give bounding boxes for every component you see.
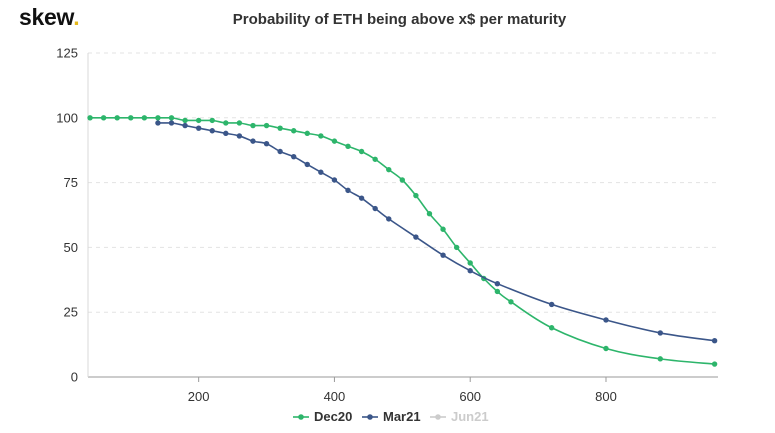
data-point-mar21[interactable] (277, 148, 283, 155)
y-tick-label: 75 (64, 175, 78, 190)
data-point-mar21[interactable] (263, 141, 270, 147)
legend-item-dec20[interactable]: Dec20 (293, 409, 352, 424)
data-point-mar21[interactable] (304, 161, 310, 168)
data-point-dec20[interactable] (426, 211, 433, 217)
chart-title: Probability of ETH being above x$ per ma… (232, 11, 567, 28)
data-point-dec20[interactable] (453, 244, 460, 251)
data-point-mar21[interactable] (209, 128, 215, 134)
data-point-dec20[interactable] (114, 115, 120, 121)
skew-logo: skew. (19, 4, 80, 31)
data-point-mar21[interactable] (440, 252, 446, 258)
data-point-mar21[interactable] (372, 205, 378, 212)
x-tick-label: 400 (324, 389, 346, 404)
data-point-dec20[interactable] (508, 299, 514, 305)
data-point-mar21[interactable] (331, 177, 338, 183)
legend-label-mar21: Mar21 (383, 409, 421, 424)
brand-dot: . (73, 4, 80, 30)
data-point-dec20[interactable] (657, 356, 663, 362)
y-tick-label: 0 (71, 370, 78, 385)
x-tick-label: 200 (188, 389, 210, 404)
data-point-dec20[interactable] (711, 361, 718, 367)
y-tick-label: 50 (64, 240, 78, 255)
data-point-mar21[interactable] (236, 133, 243, 139)
legend-item-mar21[interactable]: Mar21 (362, 409, 421, 424)
legend-item-jun21[interactable]: Jun21 (430, 409, 489, 424)
data-point-mar21[interactable] (168, 120, 175, 126)
data-point-dec20[interactable] (263, 122, 270, 129)
data-point-dec20[interactable] (440, 226, 446, 232)
data-point-mar21[interactable] (223, 130, 229, 137)
data-point-dec20[interactable] (372, 156, 378, 162)
data-point-mar21[interactable] (345, 187, 351, 194)
data-point-dec20[interactable] (223, 120, 229, 126)
x-tick-label: 800 (595, 389, 617, 404)
data-point-mar21[interactable] (603, 317, 609, 323)
data-point-mar21[interactable] (413, 234, 419, 240)
data-point-mar21[interactable] (195, 125, 202, 131)
data-point-dec20[interactable] (358, 148, 365, 155)
data-point-dec20[interactable] (277, 125, 283, 131)
data-point-dec20[interactable] (548, 325, 555, 331)
y-tick-label: 25 (64, 305, 78, 320)
data-point-dec20[interactable] (291, 128, 297, 134)
series-line-dec20 (90, 116, 715, 365)
data-point-mar21[interactable] (182, 122, 188, 129)
data-point-mar21[interactable] (291, 153, 297, 160)
axes: 0 25 50 75 100 125 200 400 600 800 (56, 46, 718, 404)
data-point-dec20[interactable] (195, 117, 202, 124)
series-lines (87, 115, 718, 367)
data-point-dec20[interactable] (603, 345, 609, 352)
data-point-dec20[interactable] (182, 117, 188, 124)
y-tick-label: 100 (56, 110, 78, 125)
series-line-mar21 (157, 122, 715, 342)
data-point-dec20[interactable] (386, 166, 392, 173)
legend[interactable]: Dec20 Mar21 Jun21 (293, 409, 489, 424)
data-point-dec20[interactable] (413, 192, 419, 199)
data-point-dec20[interactable] (494, 288, 501, 295)
data-point-mar21[interactable] (494, 280, 501, 287)
data-point-mar21[interactable] (711, 338, 718, 344)
legend-marker-dec20 (298, 414, 304, 420)
data-point-dec20[interactable] (304, 130, 310, 137)
data-point-dec20[interactable] (467, 260, 473, 266)
data-point-dec20[interactable] (236, 120, 243, 126)
legend-label-jun21: Jun21 (451, 409, 489, 424)
data-point-dec20[interactable] (318, 133, 324, 139)
data-point-mar21[interactable] (318, 169, 324, 175)
data-point-dec20[interactable] (345, 143, 351, 150)
y-tick-label: 125 (56, 46, 78, 61)
data-point-dec20[interactable] (128, 115, 134, 121)
data-point-dec20[interactable] (250, 122, 256, 129)
data-point-dec20[interactable] (155, 115, 161, 121)
data-point-dec20[interactable] (100, 115, 107, 121)
legend-marker-mar21 (367, 414, 373, 420)
data-point-dec20[interactable] (331, 138, 338, 144)
data-point-mar21[interactable] (155, 120, 161, 126)
data-point-dec20[interactable] (168, 115, 175, 121)
data-point-dec20[interactable] (209, 117, 215, 124)
data-point-mar21[interactable] (657, 330, 663, 336)
x-tick-label: 600 (459, 389, 481, 404)
data-point-dec20[interactable] (399, 177, 406, 183)
brand-name: skew (19, 4, 74, 30)
data-point-dec20[interactable] (87, 115, 93, 121)
data-point-mar21[interactable] (548, 301, 555, 308)
data-point-dec20[interactable] (141, 115, 148, 121)
data-point-mar21[interactable] (467, 268, 473, 274)
legend-marker-jun21 (435, 414, 441, 420)
data-point-mar21[interactable] (250, 138, 256, 144)
data-point-mar21[interactable] (358, 195, 365, 201)
data-point-mar21[interactable] (386, 216, 392, 222)
legend-label-dec20: Dec20 (314, 409, 352, 424)
